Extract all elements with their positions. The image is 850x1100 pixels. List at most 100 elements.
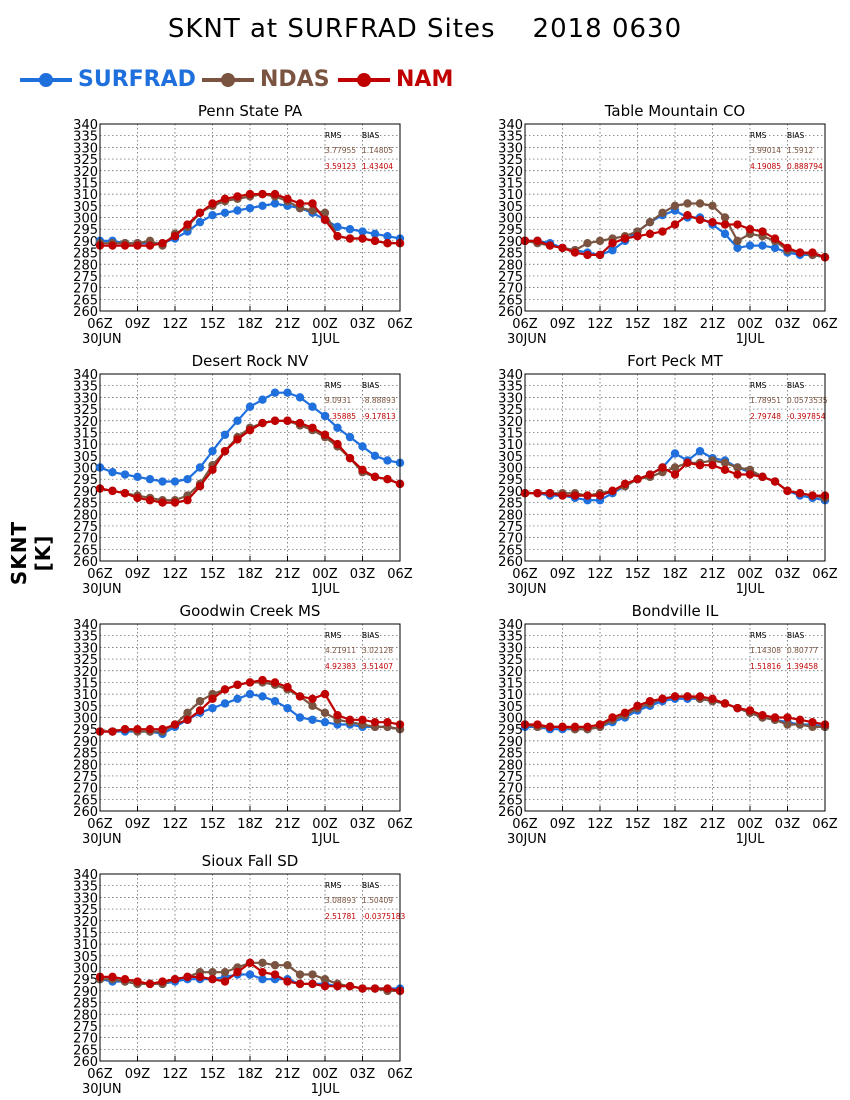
- x-tick-label: 18Z: [662, 567, 688, 582]
- data-point-ndas: [270, 960, 280, 970]
- x-tick-label: 06Z: [812, 567, 838, 582]
- plot-frame: [99, 373, 401, 562]
- date-label: 1JUL: [311, 1082, 341, 1097]
- y-tick-label: 285: [498, 247, 523, 262]
- data-point-nam: [145, 496, 155, 505]
- stats-bias-value: 1.50409: [362, 896, 393, 905]
- data-point-nam: [545, 489, 555, 498]
- x-tick-label: 18Z: [237, 817, 263, 832]
- x-tick-label: 18Z: [237, 317, 263, 332]
- y-tick-label: 290: [498, 485, 523, 500]
- data-point-nam: [595, 720, 605, 729]
- y-tick-label: 300: [73, 712, 98, 727]
- legend-label-surfrad: SURFRAD: [78, 67, 196, 92]
- x-tick-label: 06Z: [387, 817, 413, 832]
- date-label: 1JUL: [311, 582, 341, 597]
- data-point-nam: [583, 722, 592, 732]
- data-point-nam: [633, 701, 642, 711]
- y-tick-label: 305: [498, 700, 523, 715]
- data-point-nam: [558, 243, 567, 253]
- x-tick-label: 03Z: [775, 817, 801, 832]
- y-tick-label: 285: [73, 497, 98, 512]
- y-tick-label: 330: [73, 641, 98, 656]
- data-point-surfrad: [170, 477, 180, 486]
- data-point-ndas: [195, 696, 205, 706]
- data-point-nam: [133, 724, 142, 734]
- y-tick-label: 320: [498, 665, 523, 680]
- data-point-nam: [108, 241, 117, 250]
- data-point-surfrad: [120, 470, 130, 479]
- data-point-nam: [708, 460, 717, 470]
- y-tick-label: 305: [73, 950, 98, 965]
- y-tick-label: 315: [498, 676, 523, 691]
- data-point-nam: [283, 194, 292, 203]
- y-tick-label: 265: [73, 1043, 98, 1058]
- x-tick-label: 06Z: [87, 567, 113, 582]
- data-point-nam: [783, 713, 792, 722]
- y-tick-label: 335: [73, 630, 98, 645]
- data-point-nam: [133, 241, 142, 250]
- data-point-nam: [320, 689, 330, 699]
- data-point-surfrad: [695, 446, 705, 456]
- legend-label-ndas: NDAS: [260, 67, 330, 92]
- data-point-nam: [695, 692, 705, 701]
- data-point-nam: [333, 232, 342, 241]
- data-point-surfrad: [233, 694, 242, 703]
- data-point-nam: [320, 430, 330, 439]
- chart-title: Sioux Fall SD: [202, 852, 299, 870]
- y-tick-label: 300: [498, 712, 523, 727]
- data-point-surfrad: [245, 402, 255, 411]
- data-point-nam: [270, 678, 280, 687]
- data-point-nam: [220, 977, 230, 986]
- data-point-nam: [633, 474, 642, 484]
- legend-marker-nam: [338, 73, 390, 87]
- x-tick-label: 03Z: [350, 317, 376, 332]
- y-tick-label: 290: [73, 235, 98, 250]
- data-point-nam: [308, 694, 317, 703]
- x-tick-label: 00Z: [312, 567, 338, 582]
- y-tick-label: 280: [73, 258, 98, 273]
- data-point-nam: [620, 708, 630, 718]
- x-tick-label: 00Z: [737, 317, 763, 332]
- y-tick-label: 320: [73, 415, 98, 430]
- data-point-nam: [120, 241, 130, 250]
- data-point-nam: [720, 220, 730, 229]
- data-point-surfrad: [233, 206, 242, 215]
- data-point-nam: [120, 724, 130, 734]
- data-point-nam: [195, 208, 205, 218]
- data-point-nam: [533, 236, 542, 246]
- y-tick-label: 335: [498, 630, 523, 645]
- y-tick-label: 260: [73, 555, 98, 570]
- y-tick-label: 270: [73, 782, 98, 797]
- data-point-nam: [170, 974, 180, 984]
- data-point-nam: [258, 675, 267, 685]
- stats-bias-value: -0.397854: [787, 412, 826, 421]
- y-tick-label: 270: [73, 282, 98, 297]
- y-tick-label: 275: [498, 520, 523, 535]
- data-point-nam: [370, 984, 380, 993]
- y-tick-label: 335: [498, 130, 523, 145]
- data-point-nam: [220, 446, 230, 456]
- data-point-ndas: [320, 974, 330, 984]
- y-tick-label: 270: [498, 532, 523, 547]
- y-tick-label: 310: [73, 438, 98, 453]
- data-point-surfrad: [245, 203, 255, 213]
- y-tick-label: 260: [73, 805, 98, 820]
- data-point-ndas: [658, 208, 667, 218]
- data-point-nam: [158, 498, 167, 507]
- y-tick-label: 310: [73, 938, 98, 953]
- x-tick-label: 12Z: [162, 567, 188, 582]
- date-label: 1JUL: [311, 332, 341, 347]
- y-tick-label: 330: [73, 891, 98, 906]
- x-tick-label: 18Z: [237, 1067, 263, 1082]
- data-point-surfrad: [220, 699, 230, 708]
- data-point-nam: [183, 496, 192, 505]
- data-point-nam: [345, 453, 355, 463]
- data-point-nam: [383, 239, 392, 248]
- data-point-surfrad: [233, 416, 242, 425]
- x-tick-label: 21Z: [275, 817, 301, 832]
- y-tick-label: 340: [73, 368, 98, 383]
- stats-rms-value: 9.35885: [325, 412, 356, 421]
- data-point-ndas: [595, 236, 605, 246]
